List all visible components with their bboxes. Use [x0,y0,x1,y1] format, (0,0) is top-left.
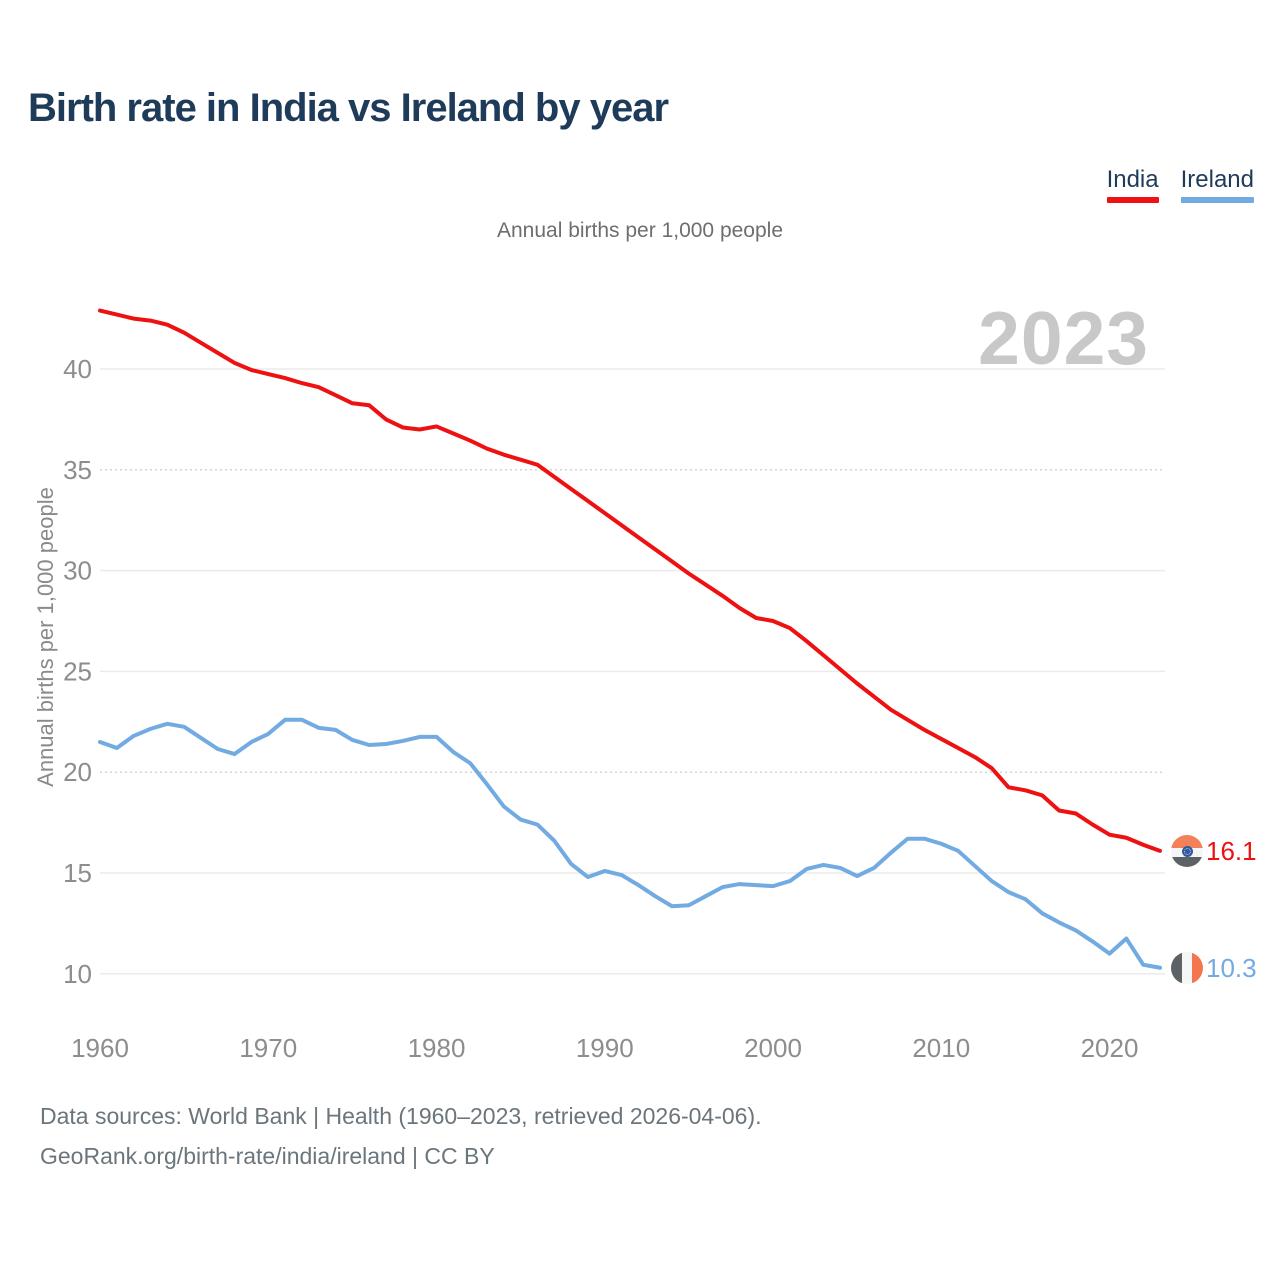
x-tick-label-1990: 1990 [576,1033,634,1063]
ireland-flag-icon [1171,952,1203,984]
india-end-value: 16.1 [1206,836,1257,866]
ireland-flag-left-band [1171,952,1182,984]
series-line-india [98,308,1162,853]
legend-underline-india [1106,197,1159,203]
y-tick-label-10: 10 [63,959,92,989]
x-tick-label-2020: 2020 [1081,1033,1139,1063]
x-tick-label-2000: 2000 [744,1033,802,1063]
legend-item-india[interactable]: India [1106,166,1159,203]
y-tick-label-15: 15 [63,858,92,888]
series-line-ireland [98,717,1162,970]
y-tick-label-30: 30 [63,556,92,586]
x-tick-label-2010: 2010 [912,1033,970,1063]
watermark-year: 2023 [978,296,1149,380]
y-tick-label-20: 20 [63,757,92,787]
india-flag-saffron-band [1171,835,1203,848]
legend-label-india: India [1106,166,1159,193]
x-tick-label-1970: 1970 [239,1033,297,1063]
y-tick-label-25: 25 [63,656,92,686]
y-tick-label-40: 40 [63,354,92,384]
footer-attribution-line: GeoRank.org/birth-rate/india/ireland | C… [40,1143,495,1169]
ireland-end-value: 10.3 [1206,953,1257,983]
india-flag-chakra [1181,845,1193,857]
legend: India Ireland [1106,166,1254,203]
legend-item-ireland[interactable]: Ireland [1180,166,1254,203]
chart-subtitle: Annual births per 1,000 people [496,219,784,242]
legend-underline-ireland [1180,197,1254,203]
footer: Data sources: World Bank | Health (1960–… [40,1096,762,1176]
india-flag-icon [1171,835,1203,867]
x-tick-label-1960: 1960 [71,1033,129,1063]
page-title: Birth rate in India vs Ireland by year [28,86,669,130]
india-flag-bottom-band [1171,857,1203,867]
x-tick-label-1980: 1980 [408,1033,466,1063]
footer-sources-line: Data sources: World Bank | Health (1960–… [40,1103,762,1129]
legend-label-ireland: Ireland [1180,166,1254,193]
ireland-flag-orange-band [1192,952,1203,984]
ireland-flag-white-band [1182,952,1192,984]
y-axis-title: Annual births per 1,000 people [33,487,58,787]
y-tick-label-35: 35 [63,455,92,485]
